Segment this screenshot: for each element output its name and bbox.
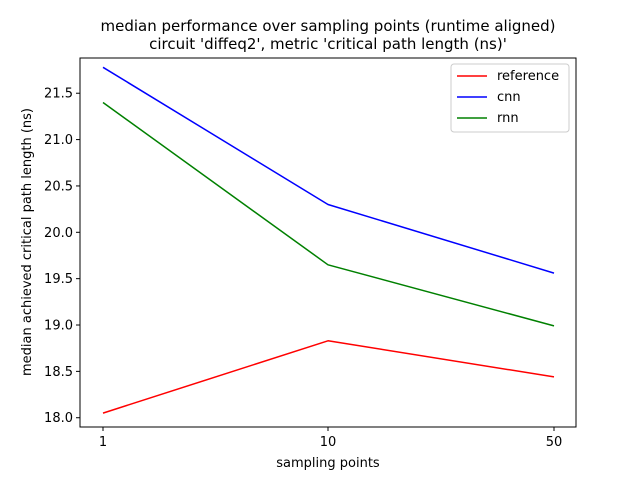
y-tick-label: 18.0 (44, 411, 73, 426)
x-tick-label: 10 (320, 435, 337, 450)
y-axis-ticks: 18.0 18.5 19.0 19.5 20.0 20.5 21.0 21.5 (44, 87, 80, 426)
series-line-cnn (102, 66, 555, 274)
legend-label-cnn: cnn (497, 90, 521, 105)
x-axis-label: sampling points (276, 456, 380, 471)
series-line-rnn (102, 101, 555, 327)
chart-title: median performance over sampling points … (100, 17, 555, 35)
y-tick-label: 20.5 (44, 179, 73, 194)
series-layer (102, 66, 555, 414)
legend-label-reference: reference (497, 69, 559, 84)
y-tick-label: 19.0 (44, 319, 73, 334)
x-tick-label: 50 (546, 435, 563, 450)
y-tick-label: 21.5 (44, 87, 73, 102)
y-axis-label: median achieved critical path length (ns… (20, 108, 35, 376)
y-tick-label: 18.5 (44, 365, 73, 380)
x-axis-ticks: 1 10 50 (99, 427, 562, 450)
chart-subtitle: circuit 'diffeq2', metric 'critical path… (149, 35, 507, 53)
y-tick-label: 20.0 (44, 226, 73, 241)
y-tick-label: 21.0 (44, 133, 73, 148)
legend-frame (450, 63, 570, 133)
legend: reference cnn rnn (450, 63, 570, 133)
x-tick-label: 1 (99, 435, 107, 450)
legend-label-rnn: rnn (497, 111, 519, 126)
series-line-reference (102, 340, 555, 414)
y-tick-label: 19.5 (44, 272, 73, 287)
